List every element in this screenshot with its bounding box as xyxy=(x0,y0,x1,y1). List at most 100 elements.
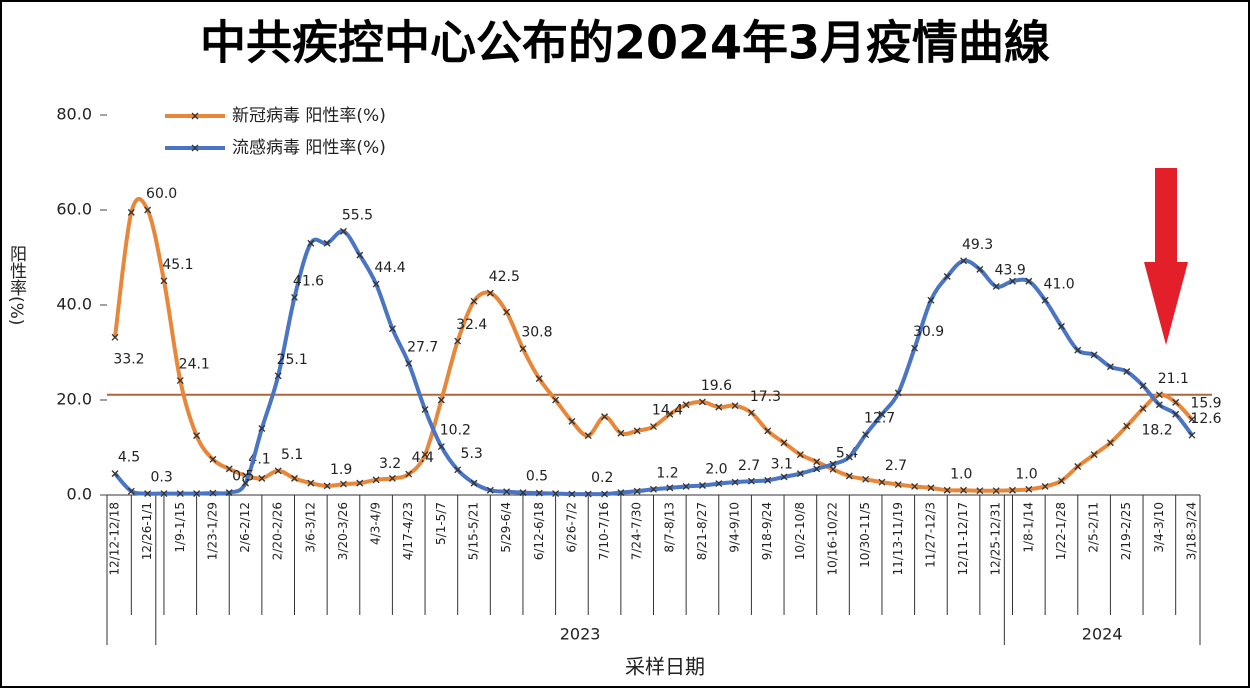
y-tick-label: 0.0 xyxy=(67,485,92,504)
legend-label: 流感病毒 阳性率(%) xyxy=(232,138,386,158)
marker xyxy=(291,474,298,482)
marker xyxy=(731,402,739,410)
marker xyxy=(127,487,135,495)
marker xyxy=(503,308,511,316)
group-label: 2023 xyxy=(560,625,601,644)
data-label: 55.5 xyxy=(342,207,373,223)
red-arrow xyxy=(1144,168,1188,345)
x-tick-label: 11/27-12/3 xyxy=(923,502,937,568)
marker xyxy=(976,487,984,495)
marker xyxy=(193,432,201,440)
data-label: 42.5 xyxy=(489,269,520,285)
x-tick-label: 6/26-7/2 xyxy=(564,502,578,553)
marker xyxy=(633,487,641,495)
marker xyxy=(519,345,527,353)
marker xyxy=(829,465,837,473)
marker xyxy=(470,297,478,305)
marker xyxy=(388,325,396,333)
marker xyxy=(862,431,870,439)
marker xyxy=(698,482,706,489)
marker xyxy=(747,477,755,485)
marker xyxy=(780,473,788,481)
marker xyxy=(1123,422,1131,430)
marker xyxy=(633,427,641,435)
marker xyxy=(160,277,168,285)
data-label: 1.9 xyxy=(330,462,352,478)
marker xyxy=(405,470,413,478)
marker xyxy=(1025,277,1033,285)
marker xyxy=(1172,410,1180,418)
data-label: 15.9 xyxy=(1190,395,1221,411)
x-tick-label: 7/24-7/30 xyxy=(630,502,644,560)
marker xyxy=(144,490,152,498)
legend-label: 新冠病毒 阳性率(%) xyxy=(232,106,386,126)
marker xyxy=(552,490,560,498)
data-label: 33.2 xyxy=(113,351,144,367)
y-axis-label: 阳性率(%) xyxy=(6,245,27,325)
marker xyxy=(682,482,690,490)
data-label: 43.9 xyxy=(995,262,1026,278)
marker xyxy=(1041,482,1049,490)
marker xyxy=(535,375,543,383)
marker xyxy=(1155,401,1163,409)
marker xyxy=(176,377,184,384)
marker xyxy=(878,478,886,486)
marker xyxy=(1106,439,1114,447)
x-tick-label: 3/6-3/12 xyxy=(303,502,317,553)
marker xyxy=(829,460,837,468)
data-label: 0.5 xyxy=(526,469,548,485)
data-label: 60.0 xyxy=(146,186,177,202)
marker xyxy=(1090,351,1098,359)
x-tick-label: 10/30-11/5 xyxy=(858,502,872,568)
marker xyxy=(650,423,657,431)
x-tick-label: 5/15-5/21 xyxy=(467,502,481,560)
marker xyxy=(209,455,217,463)
data-label: 3.1 xyxy=(771,456,793,472)
data-label: 0.2 xyxy=(591,470,613,486)
marker xyxy=(992,283,1000,290)
x-tick-label: 2/6-2/12 xyxy=(238,502,252,553)
marker xyxy=(486,289,494,297)
marker xyxy=(242,479,250,487)
data-label: 1.0 xyxy=(950,466,972,482)
marker xyxy=(813,458,821,466)
marker xyxy=(225,489,233,497)
x-tick-label: 8/21-8/27 xyxy=(695,502,709,560)
marker xyxy=(960,257,968,265)
marker xyxy=(960,486,968,494)
marker xyxy=(421,451,429,459)
marker xyxy=(1090,451,1098,459)
marker xyxy=(535,489,543,497)
marker xyxy=(1074,463,1082,470)
marker xyxy=(650,485,657,493)
x-tick-label: 6/12-6/18 xyxy=(532,502,546,560)
marker xyxy=(927,484,935,492)
marker xyxy=(339,480,347,488)
marker xyxy=(601,413,609,421)
x-tick-label: 11/13-11/19 xyxy=(891,502,905,576)
marker xyxy=(764,427,772,435)
legend-marker xyxy=(191,144,199,152)
marker xyxy=(388,474,396,482)
marker xyxy=(323,482,331,490)
data-label: 19.6 xyxy=(701,378,732,394)
marker xyxy=(258,425,266,432)
marker xyxy=(666,410,674,418)
data-label: 10.2 xyxy=(440,423,471,439)
marker xyxy=(323,239,331,247)
x-tick-label: 1/23-1/29 xyxy=(205,502,219,560)
x-tick-label: 3/18-3/24 xyxy=(1185,502,1199,560)
marker xyxy=(356,251,364,259)
marker xyxy=(274,467,282,475)
x-tick-label: 10/16-10/22 xyxy=(826,502,840,576)
x-tick-label: 12/11-12/17 xyxy=(956,502,970,576)
x-tick-label: 5/1-5/7 xyxy=(434,502,448,545)
marker xyxy=(845,453,853,461)
x-axis-label: 采样日期 xyxy=(625,655,705,679)
marker xyxy=(307,479,315,487)
data-label: 18.2 xyxy=(1141,423,1172,439)
marker xyxy=(1188,416,1196,423)
group-label: 2024 xyxy=(1082,625,1123,644)
marker xyxy=(584,432,592,440)
